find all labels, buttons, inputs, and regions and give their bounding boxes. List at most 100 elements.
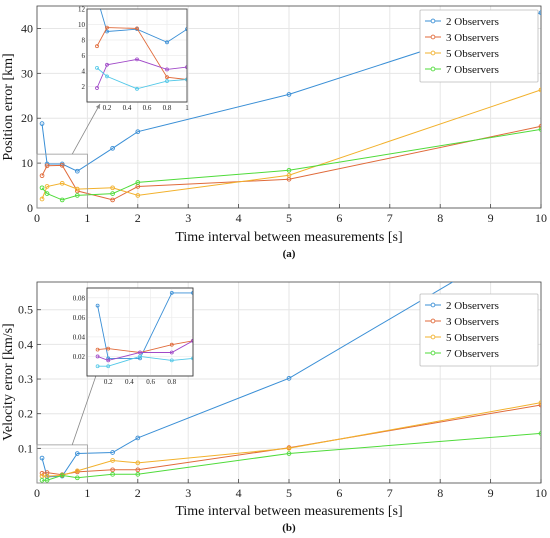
x-tick-label: 4: [236, 486, 242, 500]
data-point: [74, 186, 80, 192]
x-tick-label: 2: [135, 486, 141, 500]
inset-data-point: [185, 77, 187, 82]
inset-data-point: [95, 303, 100, 308]
data-point: [44, 163, 50, 169]
inset-series-group: [95, 290, 193, 369]
legend-label: 3 Observers: [446, 32, 499, 44]
y-tick-label: 0.3: [18, 372, 33, 386]
inset-y-tick-label: 0.08: [73, 294, 86, 302]
inset-data-point: [135, 86, 139, 91]
data-point: [135, 193, 141, 198]
inset-b: 0.2 0.4 0.6 0.8 0.02 0.04 0.06 0.08: [73, 287, 194, 386]
data-point: [135, 467, 141, 473]
data-point: [135, 180, 141, 185]
inset-data-point: [105, 25, 109, 30]
data-point: [538, 123, 541, 129]
legend-marker: [430, 50, 436, 56]
inset-data-point: [191, 356, 193, 361]
y-tick-label: 0.1: [18, 441, 33, 455]
inset-border: [86, 287, 194, 377]
subfigure-caption: (a): [283, 248, 296, 260]
data-point: [39, 185, 45, 191]
inset-data-point: [165, 40, 169, 45]
legend-marker: [430, 66, 436, 72]
inset-x-tick-label: 0.8: [167, 378, 176, 386]
inset-data-point: [165, 79, 169, 83]
inset-data-point: [106, 346, 111, 351]
y-axis-title: Velocity error [km/s]: [1, 323, 16, 440]
chart-b: 0 1 2 3 4 5 6 7 8 9 100.10.20.30.40.50.2 0.4 0.6 0.80…: [1, 228, 547, 534]
data-point: [39, 121, 45, 126]
data-point: [538, 402, 541, 408]
data-point: [59, 473, 65, 478]
data-point: [538, 87, 541, 93]
inset-y-tick-label: 4: [82, 68, 86, 76]
x-tick-label: 6: [336, 211, 342, 225]
inset-data-point: [185, 65, 187, 70]
inset-data-point: [95, 364, 100, 369]
data-point: [538, 400, 541, 405]
inset-data-point: [106, 364, 111, 369]
series-line: [41, 282, 454, 478]
inset-data-point: [95, 347, 100, 352]
inset-x-tick-label: 0.6: [143, 104, 152, 112]
data-point: [110, 471, 115, 477]
data-point: [135, 460, 141, 466]
x-tick-label: 10: [535, 211, 547, 225]
inset-data-point: [185, 27, 187, 32]
inset-data-point: [138, 354, 142, 359]
inset-data-point: [95, 354, 100, 359]
y-tick-label: 40: [21, 21, 33, 35]
inset-series-line: [97, 292, 193, 359]
inset-data-point: [106, 356, 111, 361]
inset-data-point: [165, 75, 169, 80]
x-axis-title: Time interval between measurements [s]: [175, 504, 402, 519]
legend: 2 Observers 3 Observers 5 Observers 7 Obser…: [419, 9, 539, 83]
data-point: [286, 375, 292, 381]
x-tick-label: 10: [535, 486, 547, 500]
x-tick-label: 0: [34, 211, 40, 225]
x-tick-label: 6: [336, 486, 342, 500]
data-point: [539, 228, 543, 232]
inset-x-tick-label: 0.4: [125, 378, 134, 386]
y-tick-label: 0.5: [18, 303, 33, 317]
data-point: [538, 10, 541, 16]
x-tick-label: 3: [185, 486, 191, 500]
inset-data-point: [169, 350, 174, 355]
legend-marker: [430, 34, 436, 40]
data-point: [39, 470, 45, 476]
legend-marker: [430, 302, 436, 308]
inset-series-line: [96, 27, 187, 80]
legend-label: 3 Observers: [446, 316, 499, 328]
inset-y-tick-label: 2: [82, 83, 86, 91]
inset-y-tick-label: 8: [82, 37, 86, 45]
inset-data-point: [95, 86, 99, 90]
data-point: [110, 185, 115, 191]
y-axis-title: Position error [km]: [1, 53, 16, 160]
legend: 2 Observers 3 Observers 5 Observers 7 Obser…: [419, 293, 539, 367]
inset-border: [86, 8, 188, 103]
data-point: [59, 197, 65, 203]
legend-marker: [430, 18, 436, 24]
legend-label: 5 Observers: [446, 48, 499, 60]
data-point: [74, 193, 80, 198]
data-point: [538, 127, 541, 132]
x-tick-label: 7: [387, 486, 393, 500]
inset-data-point: [138, 356, 142, 361]
inset-data-point: [106, 358, 111, 363]
inset-x-tick-label: 0.4: [123, 104, 132, 112]
inset-y-tick-label: 0.02: [73, 353, 86, 361]
data-point: [286, 451, 292, 456]
data-point: [74, 451, 80, 456]
x-tick-label: 5: [286, 486, 292, 500]
y-tick-label: 20: [21, 111, 33, 125]
inset-series-line: [96, 58, 187, 89]
data-point: [110, 458, 115, 463]
data-point: [59, 163, 65, 168]
data-point: [286, 92, 292, 97]
series-line: [41, 89, 541, 200]
x-tick-label: 4: [236, 211, 242, 225]
zoom-region: [36, 153, 88, 209]
